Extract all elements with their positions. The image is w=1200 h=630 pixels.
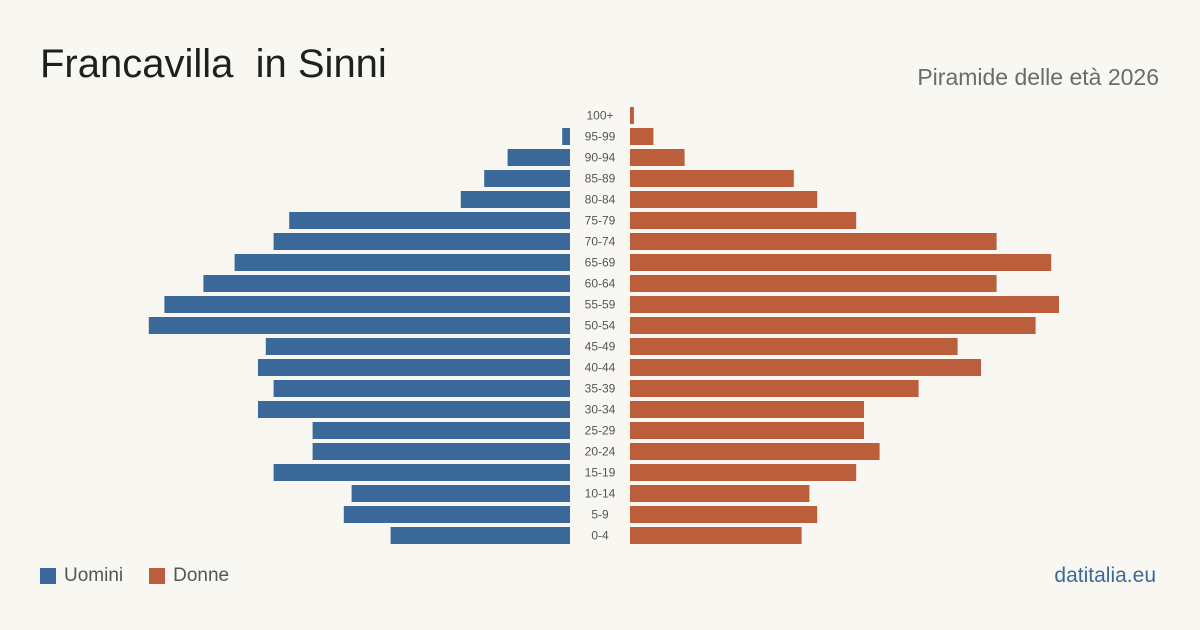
bar-male-20-24 bbox=[312, 443, 570, 460]
bar-female-90-94 bbox=[630, 149, 685, 166]
bar-male-95-99 bbox=[562, 128, 570, 145]
age-label-45-49: 45-49 bbox=[585, 340, 616, 354]
bar-female-80-84 bbox=[630, 191, 818, 208]
bar-male-25-29 bbox=[312, 422, 570, 439]
bar-female-75-79 bbox=[630, 212, 857, 229]
bar-female-100+ bbox=[630, 107, 634, 124]
age-label-55-59: 55-59 bbox=[585, 298, 616, 312]
bar-male-85-89 bbox=[484, 170, 570, 187]
bar-male-70-74 bbox=[273, 233, 570, 250]
bar-female-50-54 bbox=[630, 317, 1036, 334]
bar-male-50-54 bbox=[148, 317, 571, 334]
age-label-95-99: 95-99 bbox=[585, 130, 616, 144]
age-label-5-9: 5-9 bbox=[591, 508, 609, 522]
legend-label-female: Donne bbox=[173, 565, 230, 586]
bar-male-40-44 bbox=[258, 359, 570, 376]
age-label-0-4: 0-4 bbox=[591, 529, 609, 543]
bar-male-0-4 bbox=[390, 527, 570, 544]
bar-female-65-69 bbox=[630, 254, 1052, 271]
chart-subtitle: Piramide delle età 2026 bbox=[917, 64, 1159, 90]
brand-link[interactable]: datitalia.eu bbox=[1054, 564, 1156, 587]
bar-male-75-79 bbox=[289, 212, 570, 229]
age-label-85-89: 85-89 bbox=[585, 172, 616, 186]
age-label-80-84: 80-84 bbox=[585, 193, 616, 207]
bar-male-65-69 bbox=[234, 254, 570, 271]
bar-female-95-99 bbox=[630, 128, 654, 145]
age-label-65-69: 65-69 bbox=[585, 256, 616, 270]
bar-female-30-34 bbox=[630, 401, 864, 418]
bar-male-35-39 bbox=[273, 380, 570, 397]
bar-female-20-24 bbox=[630, 443, 880, 460]
legend: Uomini Donne bbox=[40, 565, 255, 587]
age-label-50-54: 50-54 bbox=[585, 319, 616, 333]
bar-female-5-9 bbox=[630, 506, 818, 523]
age-label-90-94: 90-94 bbox=[585, 151, 616, 165]
bar-male-45-49 bbox=[265, 338, 570, 355]
age-label-10-14: 10-14 bbox=[585, 487, 616, 501]
bar-female-70-74 bbox=[630, 233, 997, 250]
bar-female-0-4 bbox=[630, 527, 802, 544]
bar-female-45-49 bbox=[630, 338, 958, 355]
legend-swatch-female bbox=[149, 568, 166, 584]
age-label-70-74: 70-74 bbox=[585, 235, 616, 249]
bar-female-40-44 bbox=[630, 359, 981, 376]
legend-item-female: Donne bbox=[149, 565, 229, 587]
chart-title: Francavilla in Sinni bbox=[40, 42, 387, 86]
age-label-15-19: 15-19 bbox=[585, 466, 616, 480]
age-label-25-29: 25-29 bbox=[585, 424, 616, 438]
legend-item-male: Uomini bbox=[40, 565, 123, 587]
age-label-100+: 100+ bbox=[586, 109, 613, 123]
bar-male-15-19 bbox=[273, 464, 570, 481]
bar-male-5-9 bbox=[343, 506, 570, 523]
bar-female-10-14 bbox=[630, 485, 810, 502]
bar-female-55-59 bbox=[630, 296, 1059, 313]
age-label-20-24: 20-24 bbox=[585, 445, 616, 459]
bar-female-60-64 bbox=[630, 275, 997, 292]
bar-male-60-64 bbox=[203, 275, 570, 292]
bar-female-25-29 bbox=[630, 422, 864, 439]
bar-female-35-39 bbox=[630, 380, 919, 397]
bar-female-85-89 bbox=[630, 170, 794, 187]
bar-male-30-34 bbox=[258, 401, 570, 418]
legend-swatch-male bbox=[40, 568, 56, 584]
age-label-30-34: 30-34 bbox=[585, 403, 616, 417]
age-label-35-39: 35-39 bbox=[585, 382, 616, 396]
age-label-60-64: 60-64 bbox=[585, 277, 616, 291]
bar-male-10-14 bbox=[351, 485, 570, 502]
legend-label-male: Uomini bbox=[64, 565, 124, 586]
bar-male-80-84 bbox=[460, 191, 570, 208]
bar-female-15-19 bbox=[630, 464, 857, 481]
age-label-40-44: 40-44 bbox=[585, 361, 616, 375]
age-label-75-79: 75-79 bbox=[585, 214, 616, 228]
bar-male-55-59 bbox=[164, 296, 570, 313]
bar-male-90-94 bbox=[507, 149, 570, 166]
